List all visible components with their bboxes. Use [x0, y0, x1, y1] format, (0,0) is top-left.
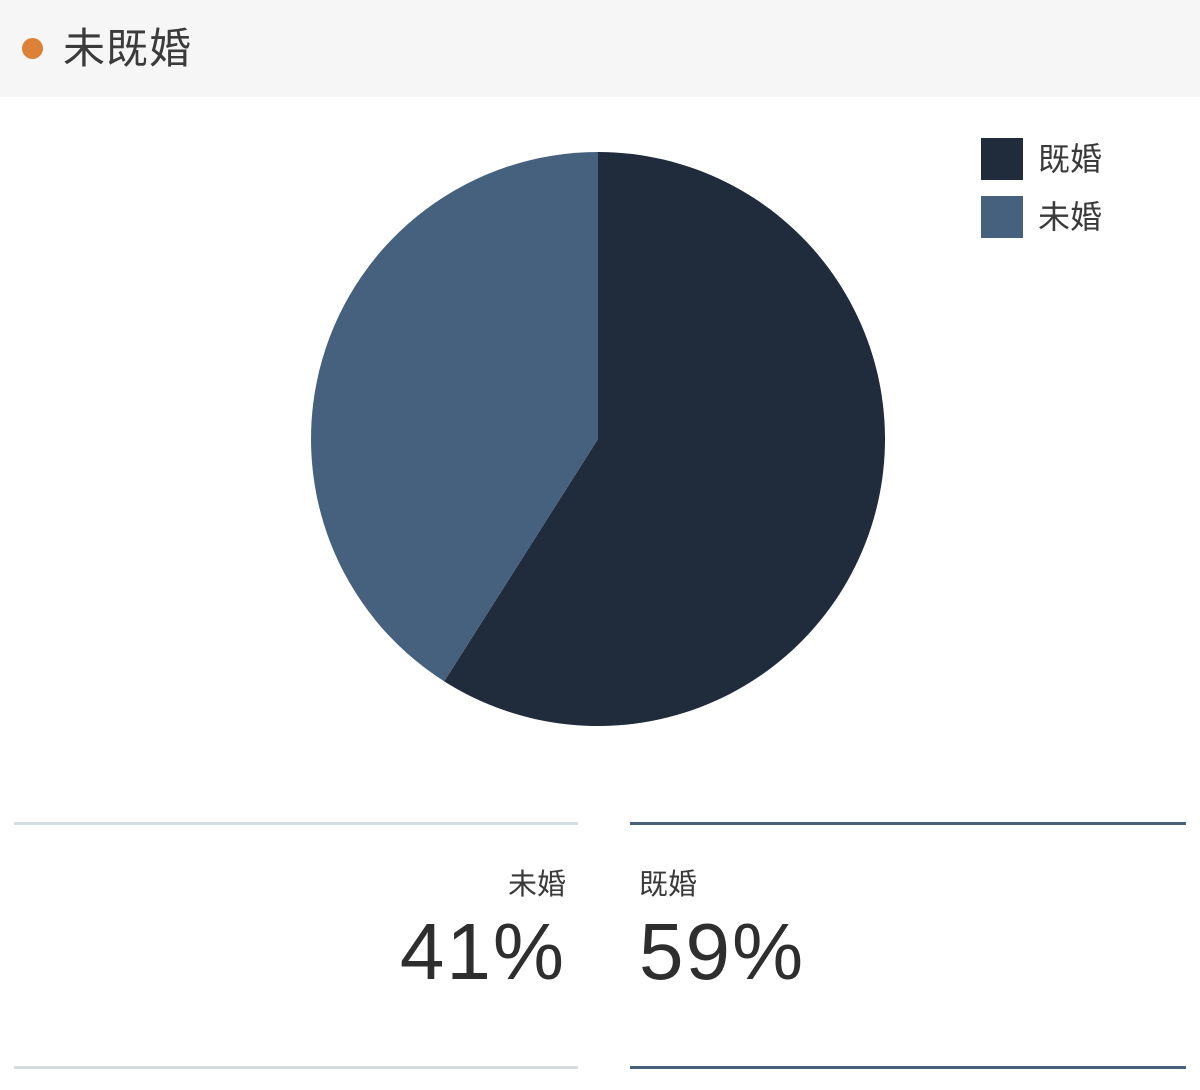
- chart-title: 未既婚: [63, 24, 193, 72]
- stat-card-unmarried: 未婚 41%: [14, 822, 578, 1069]
- stat-card-married: 既婚 59%: [630, 822, 1186, 1069]
- legend-swatch-unmarried: [981, 196, 1023, 238]
- legend-swatch-married: [981, 138, 1023, 180]
- pie-slice-unmarried[interactable]: [311, 152, 598, 682]
- chart-header: 未既婚: [0, 0, 1200, 97]
- pie-chart[interactable]: [311, 152, 885, 726]
- legend-item-unmarried[interactable]: 未婚: [981, 196, 1102, 238]
- stat-label-married: 既婚: [639, 869, 698, 901]
- legend-label-married: 既婚: [1038, 141, 1103, 177]
- legend: 既婚 未婚: [981, 138, 1102, 254]
- pie-chart-area: 既婚 未婚: [0, 97, 1200, 797]
- legend-label-unmarried: 未婚: [1038, 199, 1103, 235]
- legend-item-married[interactable]: 既婚: [981, 138, 1102, 180]
- stat-label-unmarried: 未婚: [507, 869, 566, 901]
- stat-value-unmarried: 41%: [399, 907, 566, 997]
- stat-value-married: 59%: [639, 907, 806, 997]
- bullet-icon: [22, 38, 43, 59]
- pie-slice-married[interactable]: [444, 152, 885, 726]
